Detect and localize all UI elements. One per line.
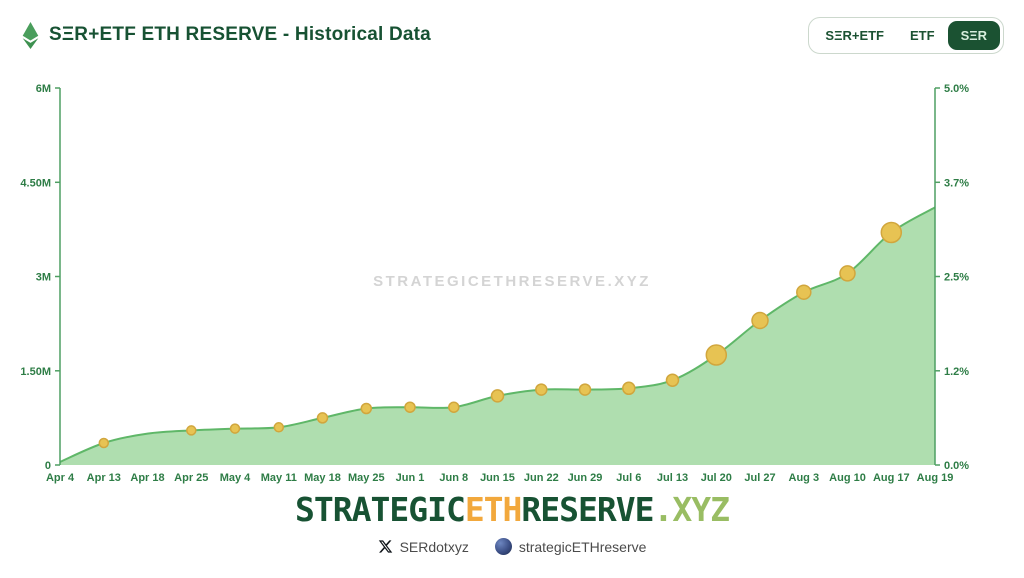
- view-toggle: SΞR+ETF ETF SΞR: [808, 16, 1004, 54]
- y-right-tick-label: 0.0%: [944, 460, 969, 472]
- x-tick-label: Apr 13: [87, 472, 121, 484]
- toggle-etf[interactable]: ETF: [897, 21, 948, 50]
- data-point[interactable]: [404, 401, 416, 413]
- x-tick-label: Apr 18: [130, 472, 164, 484]
- header: SΞR+ETF ETH RESERVE - Historical Data SΞ…: [0, 0, 1024, 56]
- x-tick-label: Jun 22: [524, 472, 559, 484]
- x-tick-label: Apr 4: [46, 472, 75, 484]
- wordmark-reserve: RESERVE: [521, 490, 654, 529]
- y-right-tick-label: 3.7%: [944, 177, 969, 189]
- x-tick-label: Aug 10: [829, 472, 866, 484]
- x-tick-label: Jul 6: [616, 472, 641, 484]
- chart-watermark: STRATEGICETHRESERVE.XYZ: [373, 273, 651, 290]
- eth-icon: [22, 21, 39, 49]
- x-tick-label: May 25: [348, 472, 385, 484]
- data-point[interactable]: [316, 412, 329, 424]
- y-left-tick-label: 0: [45, 460, 51, 472]
- data-point[interactable]: [490, 389, 505, 403]
- data-point[interactable]: [665, 373, 680, 387]
- globe-handle: strategicETHreserve: [518, 538, 647, 555]
- wordmark-eth: ETH: [464, 490, 523, 529]
- x-tick-label: Jun 1: [396, 472, 425, 484]
- data-point[interactable]: [578, 383, 592, 396]
- globe-social-link[interactable]: strategicETHreserve: [494, 538, 647, 556]
- data-point[interactable]: [448, 401, 460, 413]
- x-tick-label: Jul 20: [701, 472, 732, 484]
- y-right-tick-label: 1.2%: [944, 366, 969, 378]
- chart-svg[interactable]: 6M 4.50M 3M 1.50M 0 5.0% 3.7% 2.5% 1.2% 0.0% Apr 4…: [0, 72, 1024, 488]
- data-point[interactable]: [229, 423, 241, 434]
- data-point[interactable]: [360, 402, 373, 415]
- x-tick-label: Aug 19: [917, 472, 954, 484]
- toggle-ser[interactable]: SΞR: [947, 20, 1000, 50]
- y-right-tick-label: 5.0%: [944, 83, 969, 95]
- page-title: SΞR+ETF ETH RESERVE - Historical Data: [49, 24, 431, 45]
- x-tick-label: Jun 15: [480, 472, 515, 484]
- chart-area: STRATEGICETHRESERVE.XYZ 6M 4.50M 3M 1.50M 0 5…: [0, 72, 1024, 488]
- data-point[interactable]: [751, 311, 769, 330]
- data-point[interactable]: [535, 383, 548, 396]
- data-point[interactable]: [839, 265, 856, 282]
- toggle-ser-etf[interactable]: SΞR+ETF: [812, 21, 897, 50]
- brand-wordmark: STRATEGICETHRESERVE.XYZ: [0, 490, 1024, 529]
- y-right-tick-label: 2.5%: [944, 272, 969, 284]
- y-left-tick-label: 6M: [36, 83, 51, 95]
- data-point[interactable]: [186, 425, 197, 436]
- area-fill: [60, 207, 935, 465]
- x-tick-label: May 11: [261, 472, 297, 484]
- data-point[interactable]: [273, 422, 285, 433]
- x-social-link[interactable]: SERdotxyz: [378, 539, 469, 555]
- title-wrap: SΞR+ETF ETH RESERVE - Historical Data: [22, 21, 431, 49]
- x-tick-label: Aug 3: [789, 472, 820, 484]
- x-handle: SERdotxyz: [399, 538, 469, 555]
- data-point[interactable]: [880, 221, 903, 244]
- x-tick-label: Jul 27: [744, 472, 775, 484]
- y-left-tick-label: 3M: [36, 272, 51, 284]
- x-tick-label: Apr 25: [174, 472, 208, 484]
- x-tick-label: Jun 8: [439, 472, 468, 484]
- x-tick-label: Aug 17: [873, 472, 910, 484]
- wordmark-strategic: STRATEGIC: [295, 490, 466, 529]
- x-tick-label: May 18: [304, 472, 341, 484]
- globe-icon: [494, 538, 512, 556]
- data-point[interactable]: [622, 381, 636, 396]
- data-point[interactable]: [705, 344, 728, 366]
- wordmark-xyz: .XYZ: [653, 490, 730, 529]
- data-point[interactable]: [98, 437, 110, 449]
- x-tick-label: Jul 13: [657, 472, 688, 484]
- y-left-tick-label: 4.50M: [20, 177, 51, 189]
- y-left-tick-label: 1.50M: [20, 366, 51, 378]
- x-tick-label: May 4: [220, 472, 251, 484]
- x-icon: [378, 540, 392, 553]
- x-tick-label: Jun 29: [568, 472, 603, 484]
- data-point[interactable]: [796, 284, 812, 300]
- footer: SERdotxyz strategicETHreserve: [0, 538, 1024, 556]
